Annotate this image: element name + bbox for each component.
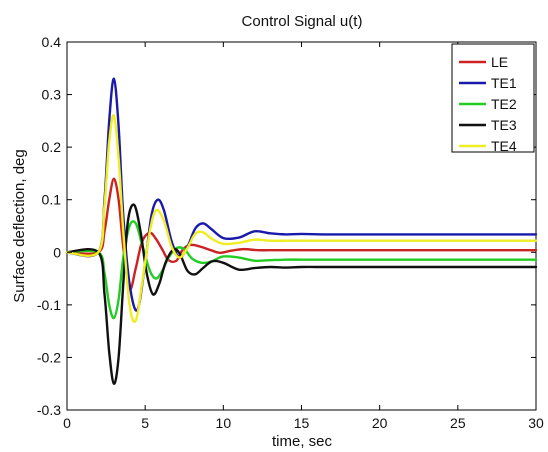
x-axis-label: time, sec (272, 433, 333, 450)
x-tick-label: 15 (294, 415, 310, 431)
legend-label-te1: TE1 (491, 75, 517, 91)
legend-label-le: LE (491, 54, 508, 70)
x-axis-ticks: 0 5 10 15 20 25 30 (63, 42, 544, 431)
y-tick-label: 0.4 (42, 34, 62, 50)
legend: LE TE1 TE2 TE3 TE4 (451, 43, 535, 154)
x-tick-label: 10 (216, 415, 232, 431)
x-tick-label: 30 (528, 415, 544, 431)
x-tick-label: 20 (372, 415, 388, 431)
y-tick-label: 0.2 (42, 139, 62, 155)
chart-title: Control Signal u(t) (242, 13, 363, 30)
y-tick-label: 0 (53, 244, 61, 260)
x-tick-label: 5 (141, 415, 149, 431)
series-layer (65, 77, 538, 385)
y-tick-label: 0.3 (42, 87, 62, 103)
y-axis-label: Surface deflection, deg (11, 149, 28, 302)
series-line-te4 (65, 114, 538, 323)
x-tick-label: 0 (63, 415, 71, 431)
y-tick-label: -0.2 (37, 349, 61, 365)
legend-label-te4: TE4 (491, 138, 517, 154)
y-tick-label: -0.3 (37, 402, 61, 418)
y-axis-ticks: -0.3 -0.2 -0.1 0 0.1 0.2 0.3 0.4 (37, 34, 536, 418)
legend-items: LE TE1 TE2 TE3 TE4 (459, 54, 517, 154)
series-line-te3 (65, 203, 538, 385)
series-line-te2 (65, 220, 538, 320)
y-tick-label: 0.1 (42, 192, 62, 208)
y-tick-label: -0.1 (37, 297, 61, 313)
x-tick-label: 25 (450, 415, 466, 431)
legend-label-te3: TE3 (491, 117, 517, 133)
legend-label-te2: TE2 (491, 96, 517, 112)
